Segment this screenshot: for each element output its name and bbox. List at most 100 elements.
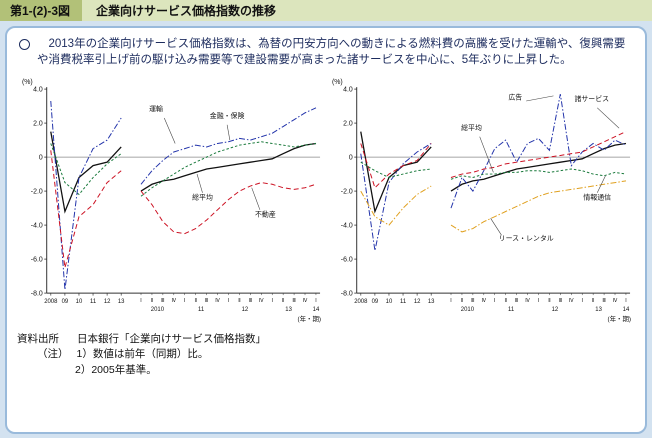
x-tick-label-annual: 10 [76,299,83,305]
y-tick-label: -4.0 [31,222,43,229]
x-tick-label-quarter: Ⅰ [538,298,539,304]
x-year-label: 13 [595,307,602,313]
x-tick-label-quarter: Ⅳ [569,298,574,304]
x-tick-label-quarter: Ⅰ [450,298,451,304]
annotation-総平均: 総平均 [192,192,213,201]
x-year-label: 2010 [461,307,475,313]
annotation-広告: 広告 [508,92,522,101]
charts-row: 4.0 2.0 0 -2.0 -4.0 -6.0 -8.0 (%) 2008 09 10 11 12 13… [17,73,635,330]
x-tick-label-annual: 2008 [44,299,58,305]
series-諸サービス [450,130,627,178]
y-tick-label: -8.0 [31,290,43,297]
figure-title: 企業向けサービス価格指数の推移 [82,0,652,21]
x-tick-label-quarter: Ⅰ [581,298,582,304]
source-text: 日本銀行「企業向けサービス価格指数」 [77,332,266,345]
x-tick-label-quarter: Ⅲ [471,298,474,304]
x-tick-label-quarter: Ⅳ [525,298,530,304]
x-tick-label-quarter: Ⅳ [215,298,220,304]
x-year-label: 14 [623,307,630,313]
annotation-leader [226,124,231,140]
figure-header: 第1-(2)-3図 企業向けサービス価格指数の推移 [0,0,652,21]
x-tick-label-quarter: Ⅱ [548,298,550,304]
x-tick-label-quarter: Ⅲ [515,298,518,304]
y-tick-label: -8.0 [341,290,353,297]
x-tick-label-quarter: Ⅲ [602,298,605,304]
series-不動産 [50,149,122,268]
x-tick-label-quarter: Ⅲ [559,298,562,304]
y-tick-label: -6.0 [341,256,353,263]
x-axis-unit: (年・期) [297,314,321,323]
x-tick-label-quarter: Ⅰ [184,298,185,304]
y-tick-label: -2.0 [341,188,353,195]
annotation-leader [196,173,203,193]
x-year-label: 12 [242,307,249,313]
x-tick-label-quarter: Ⅲ [205,298,208,304]
annotation-leader [479,136,494,173]
x-tick-label-annual: 09 [62,299,69,305]
annotation-情報通信: 情報通信 [583,192,611,201]
note-1: 1）数値は前年（同期）比。 [76,348,209,361]
annotation-leader [597,107,620,129]
x-year-label: 14 [313,307,320,313]
x-tick-label-quarter: Ⅲ [292,298,295,304]
x-tick-label-quarter: Ⅱ [151,298,153,304]
series-情報通信 [450,168,627,180]
series-金融・保険 [140,140,317,197]
x-tick-label-quarter: Ⅰ [494,298,495,304]
note-2: 2）2005年基準。 [75,364,157,377]
annotation-leader [596,175,606,193]
x-tick-label-annual: 13 [118,299,125,305]
x-tick-label-quarter: Ⅰ [228,298,229,304]
annotation-leader [251,187,261,210]
annotation-不動産: 不動産 [255,209,276,218]
series-諸サービス [360,142,432,189]
x-tick-label-quarter: Ⅲ [161,298,164,304]
x-tick-label-annual: 2008 [354,299,368,305]
x-tick-label-quarter: Ⅳ [303,298,308,304]
annotation-leader [163,117,176,144]
figure-box: 2013年の企業向けサービス価格指数は、為替の円安方向への動きによる燃料費の高騰… [5,26,647,434]
x-tick-label-quarter: Ⅳ [172,298,177,304]
source-label: 資料出所 [17,332,59,345]
x-tick-label-quarter: Ⅱ [282,298,284,304]
x-tick-label-quarter: Ⅱ [504,298,506,304]
series-総平均 [360,131,432,214]
y-tick-label: 4.0 [33,86,43,93]
series-総平均 [450,142,627,192]
y-tick-label: -4.0 [341,222,353,229]
y-axis-unit: (%) [22,79,33,86]
annotation-leader [526,95,554,102]
y-axis-unit: (%) [332,79,343,86]
summary-paragraph: 2013年の企業向けサービス価格指数は、為替の円安方向への動きによる燃料費の高騰… [19,37,633,69]
x-tick-label-quarter: Ⅰ [625,298,626,304]
left-line-chart: 4.0 2.0 0 -2.0 -4.0 -6.0 -8.0 (%) 2008 09 10 11 12 13… [22,79,321,323]
annotation-leader [490,217,502,236]
y-tick-label: 0 [349,154,353,161]
x-tick-label-quarter: Ⅱ [238,298,240,304]
y-tick-label: -2.0 [31,188,43,195]
figure-number: 第1-(2)-3図 [0,0,83,21]
x-tick-label-quarter: Ⅰ [315,298,316,304]
y-tick-label: 4.0 [343,86,353,93]
x-tick-label-annual: 12 [414,299,421,305]
y-tick-label: 2.0 [33,120,43,127]
series-運輸 [50,100,122,290]
y-tick-label: 0 [39,154,43,161]
series-運輸 [140,107,317,185]
x-axis-unit: (年・期) [607,314,631,323]
series-リース・レンタル [360,185,432,226]
x-tick-label-annual: 10 [386,299,393,305]
source-line: 資料出所 日本銀行「企業向けサービス価格指数」 [17,332,635,348]
x-tick-label-annual: 09 [372,299,379,305]
x-tick-label-quarter: Ⅱ [592,298,594,304]
right-line-chart: 4.0 2.0 0 -2.0 -4.0 -6.0 -8.0 (%) 2008 09 10 11 12 13… [332,79,631,323]
x-year-label: 2010 [151,307,165,313]
circle-bullet-icon [19,39,30,50]
x-tick-label-quarter: Ⅰ [271,298,272,304]
x-tick-label-quarter: Ⅳ [259,298,264,304]
annotation-運輸: 運輸 [149,104,163,113]
series-広告 [360,142,432,251]
x-tick-label-quarter: Ⅳ [482,298,487,304]
series-広告 [450,93,627,209]
note-line-1: （注） 1）数値は前年（同期）比。 [17,347,635,363]
